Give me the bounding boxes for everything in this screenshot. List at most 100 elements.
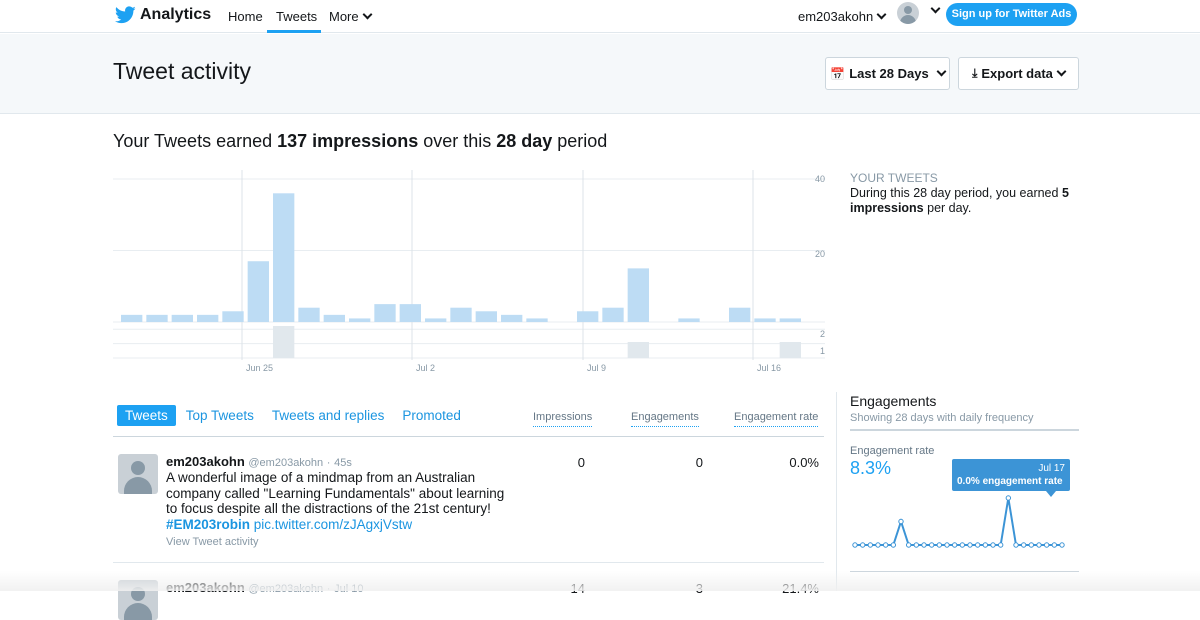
sparkline-point[interactable] <box>1013 542 1019 548</box>
calendar-icon: 📅 <box>830 66 846 81</box>
chevron-down-icon <box>1056 66 1067 77</box>
tweet-link[interactable]: pic.twitter.com/zJAgxjVstw <box>253 516 413 532</box>
date-range-label: Last 28 Days <box>849 66 929 81</box>
date-range-button[interactable]: 📅 Last 28 Days <box>825 57 950 90</box>
impressions-bar <box>450 307 472 322</box>
tweet-engagement-rate: 0.0% <box>789 455 819 470</box>
engagement-rate-sparkline[interactable] <box>850 493 1079 553</box>
x-tick-label: Jul 9 <box>587 363 606 373</box>
sparkline-point[interactable] <box>905 542 912 548</box>
sparkline-point[interactable] <box>982 542 989 548</box>
sparkline-point[interactable] <box>959 542 966 548</box>
impressions-bar <box>247 261 269 322</box>
x-tick-label: Jul 16 <box>757 363 781 373</box>
page-title: Tweet activity <box>113 58 252 84</box>
sparkline-point[interactable] <box>867 542 874 548</box>
tab-top-tweets[interactable]: Top Tweets <box>185 408 254 423</box>
twitter-bird-icon <box>115 6 136 24</box>
tweet-hashtag[interactable]: #EM203robin <box>166 516 251 532</box>
y-tick-label: 1 <box>820 346 825 356</box>
impressions-chart: 40 20 2 1 Jun 25 Jul 2 Jul 9 Jul 16 <box>113 170 825 373</box>
tweet-handle: @em203akohn <box>248 457 324 469</box>
impressions-bar <box>146 314 168 322</box>
chevron-down-icon <box>876 9 887 20</box>
engagements-bar <box>627 342 649 358</box>
user-menu[interactable]: em203akohn <box>798 9 887 24</box>
impressions-bar <box>475 311 497 322</box>
chevron-down-icon[interactable] <box>930 3 941 14</box>
nav-more[interactable]: More <box>329 9 373 24</box>
x-tick-label: Jun 25 <box>246 363 273 373</box>
tweet-text: A wonderful image of a mindmap from an A… <box>166 470 506 532</box>
sparkline-point[interactable] <box>1028 542 1035 548</box>
side-count: 5 <box>1061 186 1069 200</box>
sparkline-point[interactable] <box>1005 495 1012 501</box>
impressions-bar <box>399 304 421 322</box>
column-engagements[interactable]: Engagements <box>631 411 699 427</box>
column-impressions[interactable]: Impressions <box>533 411 593 427</box>
tweet-impressions: 0 <box>577 455 585 470</box>
sparkline-point[interactable] <box>936 542 943 548</box>
impressions-bar <box>222 311 244 322</box>
column-divider <box>836 392 837 591</box>
summary-impressions: 137 impressions <box>277 131 419 151</box>
tooltip-value: 0.0% engagement rate <box>957 476 1063 487</box>
tab-promoted[interactable]: Promoted <box>402 408 461 423</box>
y-tick-label: 40 <box>815 174 825 184</box>
impressions-bar <box>425 318 447 322</box>
your-tweets-header: YOUR TWEETS <box>850 171 938 185</box>
tweet-tabs: Tweets Top Tweets Tweets and replies Pro… <box>117 405 479 426</box>
view-tweet-activity-link[interactable]: View Tweet activity <box>166 536 259 548</box>
tweet-author-name: em203akohn <box>166 454 245 469</box>
summary-suffix: period <box>552 131 608 151</box>
impressions-bar <box>197 314 219 322</box>
nav-home[interactable]: Home <box>228 9 263 24</box>
sparkline-point[interactable] <box>1043 542 1050 548</box>
sparkline-point[interactable] <box>974 542 981 548</box>
sparkline-point[interactable] <box>890 542 897 548</box>
sparkline-point[interactable] <box>875 542 881 548</box>
sparkline-point[interactable] <box>997 542 1004 548</box>
sparkline-point[interactable] <box>944 542 950 548</box>
tweet-author[interactable]: em203akohn @em203akohn · 45s <box>166 454 352 469</box>
sparkline-point[interactable] <box>882 542 889 548</box>
tab-tweets-and-replies[interactable]: Tweets and replies <box>271 408 385 423</box>
sparkline-point[interactable] <box>951 542 958 548</box>
table-divider <box>113 436 824 437</box>
impressions-summary: Your Tweets earned 137 impressions over … <box>113 131 607 152</box>
sparkline-point[interactable] <box>1051 542 1058 548</box>
impressions-bar <box>273 193 295 322</box>
top-nav: Analytics Home Tweets More em203akohn Si… <box>0 0 1200 33</box>
sparkline-point[interactable] <box>928 542 935 548</box>
impressions-bar <box>374 304 396 322</box>
side-suffix: per day. <box>923 201 972 215</box>
nav-tweets[interactable]: Tweets <box>276 9 318 24</box>
page-header: Tweet activity 📅 Last 28 Days ⤓ Export d… <box>0 34 1200 114</box>
sparkline-point[interactable] <box>913 542 920 548</box>
sparkline-point[interactable] <box>1036 542 1042 548</box>
tab-tweets[interactable]: Tweets <box>117 405 176 426</box>
sparkline-point[interactable] <box>859 542 866 548</box>
avatar <box>118 454 158 494</box>
engagements-bar <box>273 326 295 358</box>
brand-logo[interactable]: Analytics <box>115 6 211 24</box>
impressions-bar <box>121 314 143 322</box>
sparkline-point[interactable] <box>898 518 904 525</box>
impressions-bar <box>754 318 776 322</box>
engagements-subtitle: Showing 28 days with daily frequency <box>850 412 1034 424</box>
impressions-bar <box>171 314 193 322</box>
sparkline-path <box>855 497 1062 546</box>
sign-up-ads-button[interactable]: Sign up for Twitter Ads <box>946 3 1077 26</box>
sparkline-point[interactable] <box>1059 542 1065 548</box>
sparkline-point[interactable] <box>967 542 973 548</box>
avatar[interactable] <box>897 2 919 24</box>
sparkline-point[interactable] <box>852 542 858 548</box>
sparkline-point[interactable] <box>921 542 927 548</box>
sparkline-point[interactable] <box>990 542 996 548</box>
column-engagement-rate[interactable]: Engagement rate <box>734 411 819 427</box>
y-tick-label: 2 <box>820 329 825 339</box>
side-unit: impressions <box>850 201 924 215</box>
sparkline-point[interactable] <box>1020 542 1027 548</box>
download-icon: ⤓ <box>972 66 978 80</box>
export-data-button[interactable]: ⤓ Export data <box>958 57 1079 90</box>
